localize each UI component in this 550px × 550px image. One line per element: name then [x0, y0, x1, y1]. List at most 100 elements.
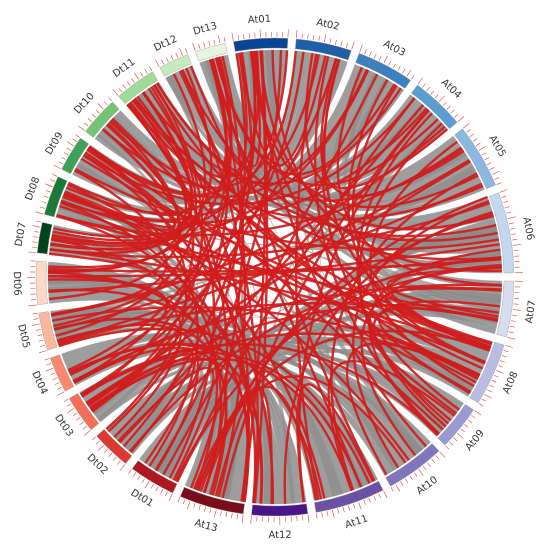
- tick-mark: [225, 512, 228, 518]
- tick-mark: [475, 142, 481, 147]
- tick-mark: [373, 495, 377, 501]
- tick-mark: [34, 231, 40, 233]
- chromosome-label-dt02: Dt02: [85, 452, 110, 477]
- tick-mark: [368, 497, 371, 503]
- gene-pair-link: [49, 252, 164, 317]
- tick-mark: [119, 464, 126, 471]
- tick-mark: [318, 36, 320, 42]
- gene-pair-link: [83, 97, 416, 206]
- chromosome-label-dt04: Dt04: [29, 370, 49, 397]
- chromosome-label-dt03: Dt03: [52, 413, 75, 439]
- tick-mark: [454, 113, 459, 118]
- chromosome-label-at10: At10: [415, 475, 440, 498]
- gene-pair-link: [53, 159, 471, 331]
- tick-mark: [467, 419, 473, 424]
- tick-mark: [46, 363, 52, 366]
- gene-pair-link: [73, 169, 199, 467]
- chromosome-label-at04: At04: [439, 77, 464, 101]
- tick-mark: [160, 489, 164, 494]
- tick-mark: [312, 35, 315, 41]
- tick-mark: [33, 236, 39, 238]
- chromosome-dt08: [44, 176, 68, 218]
- tick-mark: [213, 509, 217, 518]
- chromosome-label-at06: At06: [520, 216, 535, 241]
- tick-mark: [513, 303, 519, 305]
- tick-mark: [53, 164, 61, 170]
- tick-mark: [397, 66, 401, 71]
- tick-mark: [507, 336, 516, 340]
- tick-mark: [478, 146, 486, 151]
- tick-mark: [363, 499, 366, 505]
- chromosome-at10: [385, 443, 440, 487]
- tick-mark: [469, 133, 475, 138]
- gene-pair-link: [53, 58, 338, 328]
- gene-pair-link: [369, 140, 475, 388]
- tick-mark: [340, 41, 343, 47]
- tick-mark: [494, 177, 500, 180]
- tick-mark: [175, 52, 179, 58]
- tick-mark: [404, 478, 409, 484]
- tick-mark: [512, 238, 518, 241]
- chromosome-label-at12: At12: [268, 530, 292, 541]
- gene-pair-link: [101, 50, 297, 189]
- tick-mark: [307, 34, 309, 40]
- chromosome-label-at08: At08: [501, 370, 521, 396]
- tick-mark: [203, 42, 206, 48]
- tick-mark: [402, 69, 406, 74]
- tick-mark: [63, 152, 69, 156]
- tick-mark: [506, 211, 512, 214]
- tick-mark: [37, 334, 43, 337]
- tick-mark: [395, 484, 401, 492]
- chromosome-label-at05: At05: [486, 134, 507, 160]
- tick-mark: [36, 220, 42, 223]
- tick-mark: [507, 216, 516, 219]
- chromosome-at04: [411, 84, 458, 130]
- tick-mark: [426, 86, 431, 92]
- tick-mark: [28, 251, 37, 254]
- chromosome-at02: [295, 38, 352, 61]
- tick-mark: [463, 122, 470, 129]
- tick-mark: [97, 444, 104, 451]
- gene-pair-link: [321, 58, 460, 411]
- tick-mark: [213, 39, 216, 45]
- chromosome-dt09: [61, 137, 89, 174]
- tick-mark: [418, 469, 424, 476]
- tick-mark: [353, 503, 356, 509]
- tick-mark: [373, 53, 377, 59]
- tick-mark: [231, 513, 233, 519]
- tick-mark: [63, 398, 69, 402]
- tick-mark: [406, 69, 412, 77]
- tick-mark: [165, 491, 168, 497]
- tick-mark: [78, 125, 85, 132]
- tick-mark: [198, 44, 201, 50]
- chromosome-dt12: [159, 54, 192, 77]
- tick-mark: [486, 389, 492, 393]
- tick-mark: [474, 410, 482, 416]
- tick-mark: [95, 440, 100, 445]
- gene-pair-link: [53, 50, 289, 239]
- tick-mark: [326, 511, 329, 517]
- tick-mark: [439, 451, 446, 458]
- gene-pair-link: [202, 385, 318, 501]
- tick-mark: [413, 472, 418, 477]
- tick-mark: [108, 97, 112, 102]
- tick-mark: [28, 304, 37, 307]
- chromosome-at13: [180, 487, 245, 515]
- tick-mark: [217, 35, 221, 44]
- tick-mark: [438, 95, 445, 103]
- synteny-links-highlighted: [47, 49, 502, 505]
- tick-mark: [155, 486, 159, 492]
- chromosome-ticks: [26, 29, 523, 525]
- tick-mark: [155, 59, 160, 67]
- chromosome-dt06: [35, 260, 48, 305]
- tick-mark: [209, 508, 212, 514]
- tick-mark: [241, 514, 244, 523]
- tick-mark: [84, 430, 91, 436]
- tick-mark: [50, 372, 56, 376]
- gene-pair-link: [351, 84, 492, 349]
- tick-mark: [161, 59, 165, 65]
- chromosome-label-at02: At02: [315, 17, 340, 33]
- chromosome-label-at11: At11: [344, 513, 370, 531]
- tick-mark: [495, 370, 504, 374]
- gene-pair-link: [249, 51, 479, 209]
